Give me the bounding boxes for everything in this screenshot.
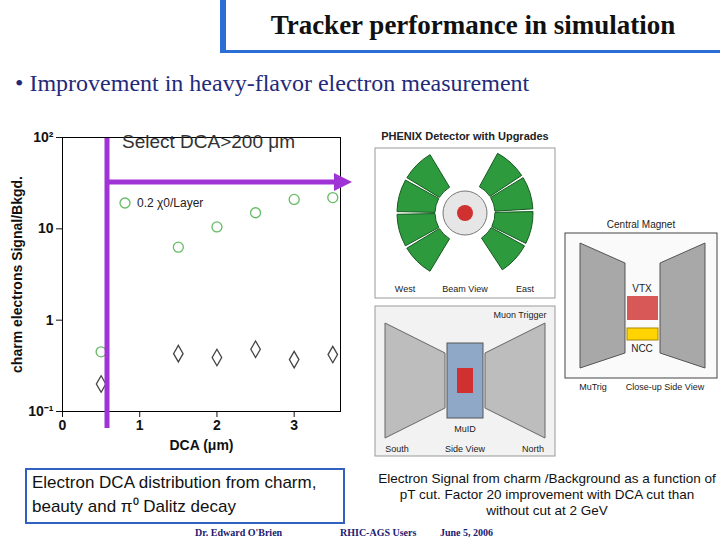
- svg-text:3: 3: [290, 417, 298, 433]
- svg-text:West: West: [395, 284, 416, 294]
- html-text:Electron Signal from charm /Ba: Electron Signal from charm /Background a…: [378, 471, 716, 518]
- svg-text:Side View: Side View: [445, 444, 485, 454]
- svg-text:1: 1: [46, 312, 54, 328]
- svg-text:VTX: VTX: [632, 283, 652, 294]
- svg-text:Beam View: Beam View: [442, 284, 488, 294]
- html-text:Dr. Edward O'Brien: Dr. Edward O'Brien: [195, 527, 283, 538]
- svg-text:0: 0: [59, 417, 67, 433]
- svg-text:PHENIX Detector with Upgrades: PHENIX Detector with Upgrades: [381, 130, 548, 142]
- svg-text:NCC: NCC: [631, 343, 653, 354]
- svg-text:MuTrig: MuTrig: [579, 382, 607, 392]
- svg-text:charm electrons Signal/Bkgd.: charm electrons Signal/Bkgd.: [9, 176, 25, 373]
- svg-text:2: 2: [213, 417, 221, 433]
- html-text:Tracker performance in simulat: Tracker performance in simulation: [270, 10, 676, 40]
- html-text:RHIC-AGS Users: RHIC-AGS Users: [340, 527, 417, 538]
- html-text:June 5, 2006: June 5, 2006: [440, 527, 494, 538]
- svg-text:1: 1: [136, 417, 144, 433]
- svg-text:Central Magnet: Central Magnet: [607, 219, 676, 230]
- html-text:• Improvement in heavy-flavor: • Improvement in heavy-flavor electron m…: [15, 70, 530, 96]
- html-text:Select DCA>200 μm: Select DCA>200 μm: [122, 131, 296, 152]
- html-text:Electron DCA distribution from: Electron DCA distribution from charm, be…: [32, 473, 317, 516]
- svg-text:10²: 10²: [33, 129, 54, 145]
- html-text:0.2 χ0/Layer: 0.2 χ0/Layer: [137, 196, 204, 210]
- svg-text:Close-up Side View: Close-up Side View: [626, 382, 705, 392]
- svg-text:10⁻¹: 10⁻¹: [28, 403, 54, 419]
- svg-text:DCA (μm): DCA (μm): [169, 437, 233, 453]
- svg-text:MuID: MuID: [454, 424, 476, 434]
- svg-text:10: 10: [38, 220, 54, 236]
- svg-text:North: North: [522, 444, 544, 454]
- svg-text:Muon Trigger: Muon Trigger: [493, 310, 546, 320]
- svg-text:South: South: [385, 444, 409, 454]
- svg-text:East: East: [516, 284, 535, 294]
